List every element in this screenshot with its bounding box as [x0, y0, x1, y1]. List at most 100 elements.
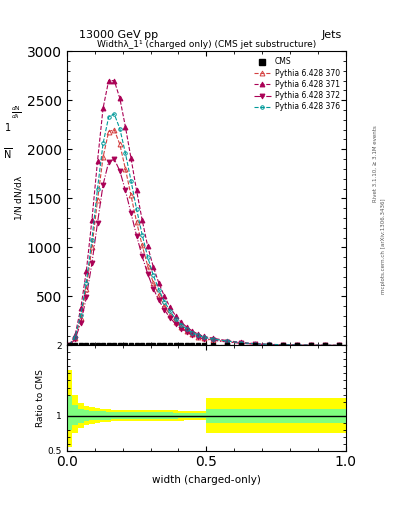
Text: $\frac{d\mathrm{N}}{d\lambda}$: $\frac{d\mathrm{N}}{d\lambda}$ [11, 104, 21, 121]
Pythia 6.428 372 [134, 232, 139, 239]
Pythia 6.428 371 [79, 305, 83, 311]
Pythia 6.428 370 [168, 312, 173, 318]
Pythia 6.428 371 [190, 328, 195, 334]
Pythia 6.428 376 [79, 312, 83, 318]
Pythia 6.428 371 [156, 280, 161, 286]
Pythia 6.428 372 [323, 343, 327, 349]
Pythia 6.428 370 [196, 333, 200, 339]
Pythia 6.428 372 [106, 159, 111, 165]
Pythia 6.428 371 [239, 339, 244, 346]
Pythia 6.428 372 [90, 260, 94, 266]
Pythia 6.428 372 [101, 182, 105, 188]
Pythia 6.428 371 [323, 342, 327, 348]
Pythia 6.428 376 [190, 329, 195, 335]
Pythia 6.428 372 [281, 342, 285, 348]
Pythia 6.428 372 [140, 253, 145, 259]
Text: Rivet 3.1.10, ≥ 3.1M events: Rivet 3.1.10, ≥ 3.1M events [373, 125, 378, 202]
Pythia 6.428 370 [281, 342, 285, 348]
Pythia 6.428 370 [140, 242, 145, 248]
Pythia 6.428 376 [156, 287, 161, 293]
Pythia 6.428 371 [184, 324, 189, 330]
Pythia 6.428 371 [95, 158, 100, 164]
Pythia 6.428 372 [162, 307, 167, 313]
Pythia 6.428 370 [106, 129, 111, 135]
Pythia 6.428 371 [90, 217, 94, 223]
Pythia 6.428 370 [67, 342, 72, 348]
Pythia 6.428 371 [162, 293, 167, 300]
Pythia 6.428 370 [118, 141, 122, 147]
Y-axis label: $\mathrm{1 / N\; dN / d\lambda}$: $\mathrm{1 / N\; dN / d\lambda}$ [13, 175, 24, 221]
Pythia 6.428 376 [162, 298, 167, 305]
Pythia 6.428 372 [309, 342, 313, 348]
Pythia 6.428 370 [162, 303, 167, 309]
Text: mcplots.cern.ch [arXiv:1306.3436]: mcplots.cern.ch [arXiv:1306.3436] [381, 198, 386, 293]
Pythia 6.428 371 [73, 332, 77, 338]
Pythia 6.428 370 [129, 193, 133, 199]
Pythia 6.428 372 [179, 326, 184, 332]
Pythia 6.428 376 [168, 308, 173, 314]
Pythia 6.428 376 [184, 326, 189, 332]
Pythia 6.428 376 [179, 322, 184, 328]
Pythia 6.428 370 [267, 342, 272, 348]
Pythia 6.428 371 [106, 77, 111, 83]
Pythia 6.428 371 [295, 342, 299, 348]
Pythia 6.428 370 [173, 319, 178, 325]
Pythia 6.428 376 [196, 332, 200, 338]
Pythia 6.428 376 [106, 114, 111, 120]
Pythia 6.428 376 [73, 333, 77, 339]
Pythia 6.428 376 [67, 342, 72, 348]
Pythia 6.428 371 [173, 313, 178, 319]
Pythia 6.428 372 [201, 336, 206, 342]
Pythia 6.428 370 [145, 263, 150, 269]
Pythia 6.428 372 [184, 329, 189, 335]
Pythia 6.428 372 [211, 337, 216, 344]
Pythia 6.428 370 [84, 286, 89, 292]
Pythia 6.428 372 [112, 156, 117, 162]
Pythia 6.428 372 [190, 332, 195, 338]
Pythia 6.428 376 [309, 342, 313, 348]
Pythia 6.428 371 [84, 268, 89, 274]
Pythia 6.428 371 [201, 333, 206, 339]
Pythia 6.428 371 [267, 341, 272, 347]
Pythia 6.428 376 [201, 334, 206, 340]
Pythia 6.428 372 [196, 334, 200, 340]
Pythia 6.428 371 [336, 343, 341, 349]
Pythia 6.428 372 [267, 342, 272, 348]
Pythia 6.428 376 [95, 185, 100, 191]
Pythia 6.428 372 [239, 340, 244, 347]
Pythia 6.428 370 [90, 244, 94, 250]
Pythia 6.428 371 [281, 342, 285, 348]
Pythia 6.428 371 [151, 264, 156, 270]
Pythia 6.428 376 [140, 231, 145, 238]
Pythia 6.428 372 [145, 271, 150, 277]
Pythia 6.428 372 [253, 341, 257, 347]
Pythia 6.428 370 [336, 343, 341, 349]
Pythia 6.428 376 [239, 339, 244, 346]
Pythia 6.428 372 [151, 286, 156, 292]
Pythia 6.428 371 [140, 217, 145, 223]
Pythia 6.428 371 [118, 95, 122, 101]
Text: 13000 GeV pp: 13000 GeV pp [79, 30, 158, 40]
Pythia 6.428 376 [267, 342, 272, 348]
Pythia 6.428 371 [145, 243, 150, 249]
Pythia 6.428 370 [184, 328, 189, 334]
Pythia 6.428 370 [179, 324, 184, 330]
Pythia 6.428 370 [79, 315, 83, 321]
Pythia 6.428 376 [211, 336, 216, 342]
Pythia 6.428 376 [151, 272, 156, 279]
Pythia 6.428 376 [253, 340, 257, 347]
Pythia 6.428 371 [196, 331, 200, 337]
Line: Pythia 6.428 371: Pythia 6.428 371 [67, 78, 341, 348]
Pythia 6.428 376 [336, 343, 341, 349]
Text: $\overline{\mathrm{N}}$: $\overline{\mathrm{N}}$ [3, 146, 13, 161]
Pythia 6.428 370 [211, 337, 216, 343]
Line: Pythia 6.428 376: Pythia 6.428 376 [68, 112, 341, 347]
Pythia 6.428 376 [281, 342, 285, 348]
Line: Pythia 6.428 370: Pythia 6.428 370 [67, 127, 341, 348]
Pythia 6.428 376 [295, 342, 299, 348]
Pythia 6.428 372 [168, 315, 173, 321]
Pythia 6.428 370 [323, 343, 327, 349]
Pythia 6.428 370 [201, 335, 206, 342]
Line: Pythia 6.428 372: Pythia 6.428 372 [67, 157, 341, 348]
Pythia 6.428 370 [156, 292, 161, 298]
